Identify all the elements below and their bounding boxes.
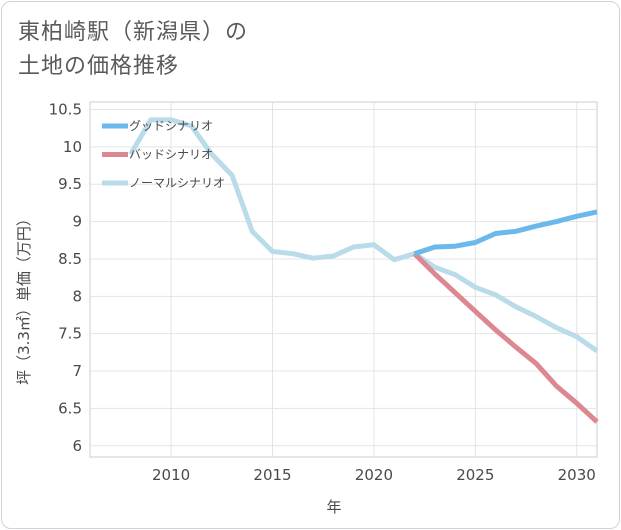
x-axis-label: 年 <box>326 498 341 516</box>
legend-label: ノーマルシナリオ <box>129 176 225 190</box>
series-line-3 <box>128 117 599 353</box>
series-line-2 <box>412 251 599 424</box>
series-lines <box>128 117 599 424</box>
y-axis-ticks: 6 6.5 7 7.5 8 8.5 9 9.5 10 10.5 <box>49 100 82 454</box>
x-tick-label: 2020 <box>355 466 393 484</box>
legend-label: バッドシナリオ <box>129 148 213 162</box>
x-tick-label: 2010 <box>152 466 190 484</box>
grid-lines <box>89 101 598 458</box>
plot-area-border <box>89 101 598 458</box>
y-tick-label: 10.5 <box>49 100 82 118</box>
series-line-1 <box>413 209 598 257</box>
y-tick-label: 9.5 <box>58 175 82 193</box>
y-tick-label: 8 <box>72 287 82 305</box>
x-axis-ticks: 2010 2015 2020 2025 2030 <box>152 466 596 484</box>
chart-title-line1: 東柏崎駅（新潟県）の <box>18 20 249 45</box>
y-tick-label: 8.5 <box>58 250 82 268</box>
y-tick-label: 6 <box>72 437 82 455</box>
x-tick-label: 2030 <box>558 466 596 484</box>
y-tick-label: 6.5 <box>58 399 82 417</box>
y-tick-label: 9 <box>72 213 82 231</box>
y-axis-label: 坪（3.3㎡）単価（万円） <box>15 211 33 385</box>
chart-title: 東柏崎駅（新潟県）の 土地の価格推移 <box>18 16 248 84</box>
y-tick-label: 7.5 <box>58 325 82 343</box>
x-tick-label: 2015 <box>253 466 291 484</box>
y-tick-label: 10 <box>63 138 82 156</box>
legend-label: グッドシナリオ <box>129 119 213 133</box>
y-tick-label: 7 <box>72 362 82 380</box>
chart-title-line2: 土地の価格推移 <box>18 54 180 79</box>
x-tick-label: 2025 <box>456 466 494 484</box>
